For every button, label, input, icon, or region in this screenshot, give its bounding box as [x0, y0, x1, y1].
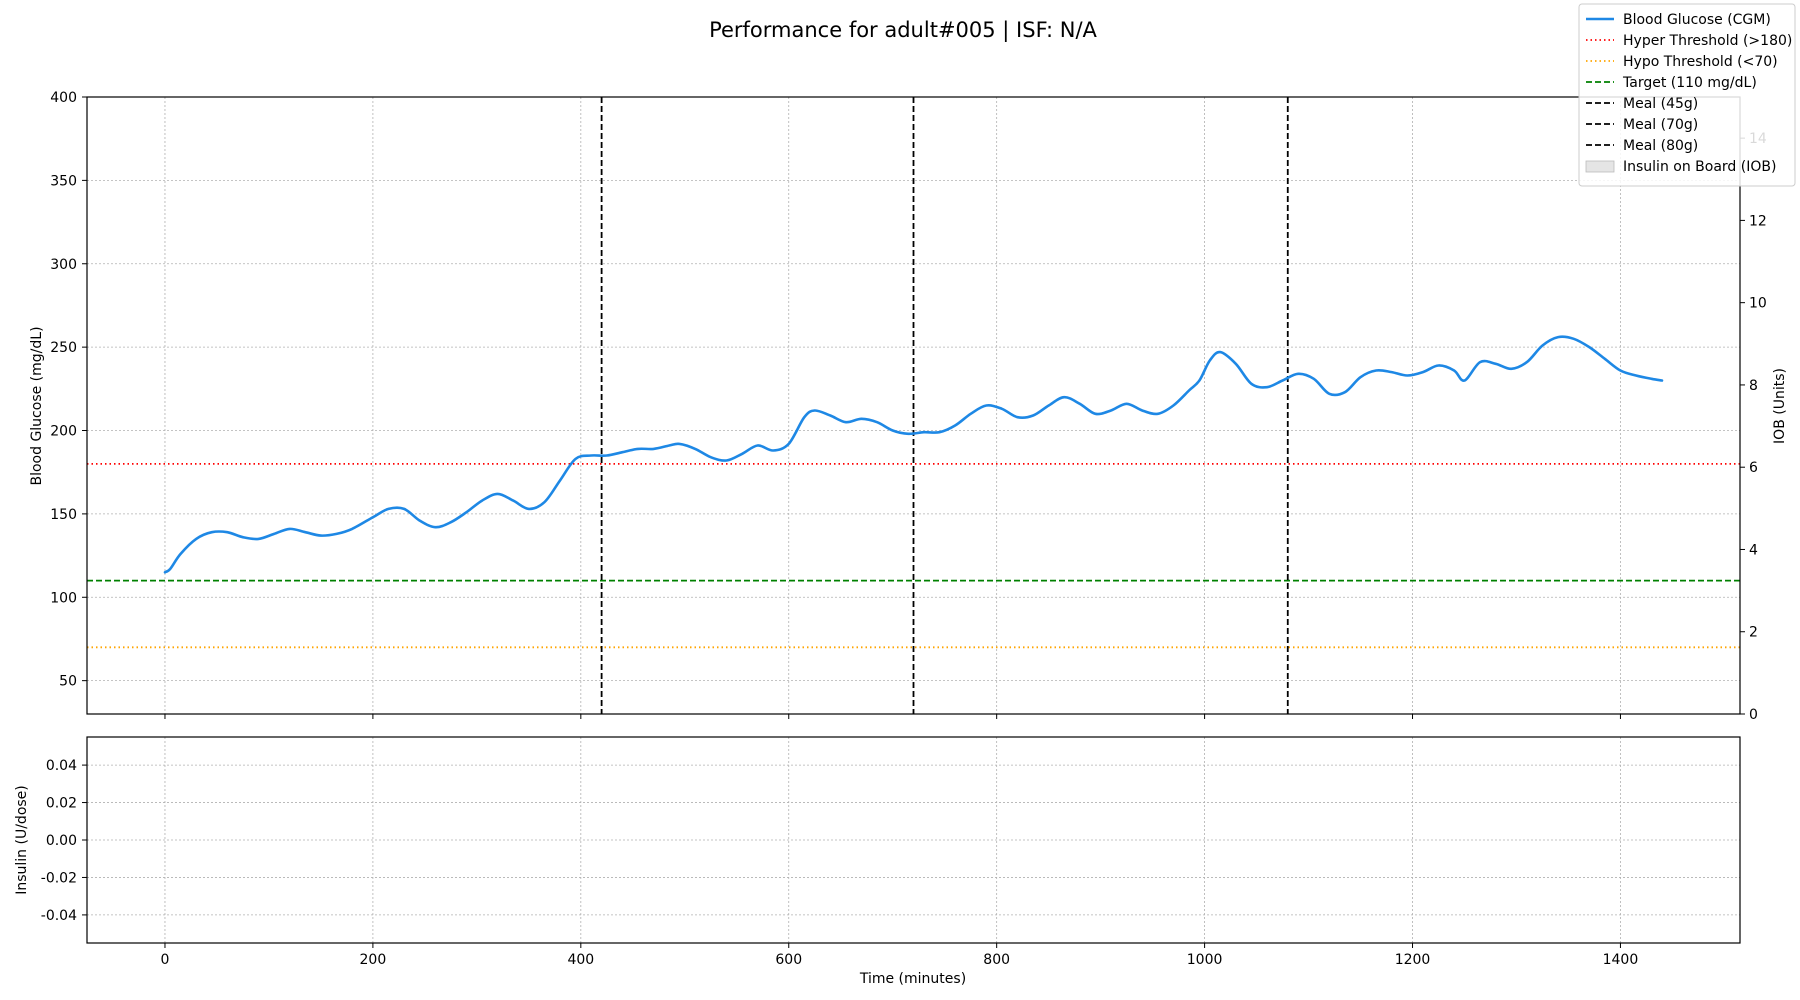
legend-label: Target (110 mg/dL): [1622, 75, 1757, 91]
legend-label: Blood Glucose (CGM): [1623, 12, 1771, 28]
x-tick-label: 800: [983, 952, 1010, 968]
top-x-ticks: [164, 714, 1621, 719]
x-axis-label: Time (minutes): [859, 971, 966, 987]
bottom-y-tick-label: -0.04: [41, 908, 77, 924]
reference-lines: [87, 97, 1740, 714]
top-y-ticks: 50 100 150 200 250 300 350 400: [50, 90, 87, 690]
bottom-y-axis-label: Insulin (U/dose): [14, 785, 30, 895]
y-tick-label: 200: [50, 424, 77, 440]
y-tick-label: 50: [59, 674, 77, 690]
x-tick-label: 1000: [1187, 952, 1223, 968]
legend-label: Hypo Threshold (<70): [1623, 54, 1778, 70]
y-tick-label: 100: [50, 590, 77, 606]
y2-tick-label: 12: [1749, 213, 1767, 229]
x-tick-label: 0: [161, 952, 170, 968]
y2-tick-label: 0: [1749, 707, 1758, 723]
y2-tick-label: 2: [1749, 625, 1758, 641]
y2-tick-label: 8: [1749, 378, 1758, 394]
legend-label: Meal (45g): [1623, 96, 1698, 112]
legend-box: [1578, 3, 1796, 187]
bottom-y-tick-label: 0.00: [46, 833, 77, 849]
bottom-y-ticks: 0.04 0.02 0.00 -0.02 -0.04: [41, 758, 87, 924]
y-axis-label: Blood Glucose (mg/dL): [29, 326, 45, 485]
x-tick-label: 1200: [1395, 952, 1431, 968]
legend: Blood Glucose (CGM) Hyper Threshold (>180…: [1578, 3, 1796, 187]
legend-label: Insulin on Board (IOB): [1623, 159, 1776, 175]
y-tick-label: 150: [50, 507, 77, 523]
bottom-y-tick-label: -0.02: [41, 870, 77, 886]
y-tick-label: 300: [50, 257, 77, 273]
x-tick-label: 200: [360, 952, 387, 968]
legend-label: Hyper Threshold (>180): [1623, 33, 1792, 49]
y-tick-label: 350: [50, 173, 77, 189]
y2-axis-label: IOB (Units): [1772, 368, 1788, 444]
y2-tick-label: 6: [1749, 460, 1758, 476]
x-tick-label: 1400: [1603, 952, 1639, 968]
top-y2-ticks: 02468101214: [1740, 131, 1767, 723]
legend-label: Meal (70g): [1623, 117, 1698, 133]
bottom-grid: [87, 737, 1740, 943]
x-tick-label: 600: [775, 952, 802, 968]
x-tick-label: 400: [567, 952, 594, 968]
chart-title: Performance for adult#005 | ISF: N/A: [709, 18, 1097, 43]
legend-swatch: [1585, 160, 1615, 173]
y-tick-label: 400: [50, 90, 77, 106]
y-tick-label: 250: [50, 340, 77, 356]
legend-label: Meal (80g): [1623, 138, 1698, 154]
blood-glucose-line: [163, 335, 1664, 574]
top-plot-frame: [86, 96, 1741, 715]
x-ticks: 0 200 400 600 800 1000 1200 1400: [161, 943, 1639, 968]
bottom-y-tick-label: 0.04: [46, 758, 77, 774]
y2-tick-label: 4: [1749, 542, 1758, 558]
bottom-y-tick-label: 0.02: [46, 796, 77, 812]
y2-tick-label: 10: [1749, 296, 1767, 312]
